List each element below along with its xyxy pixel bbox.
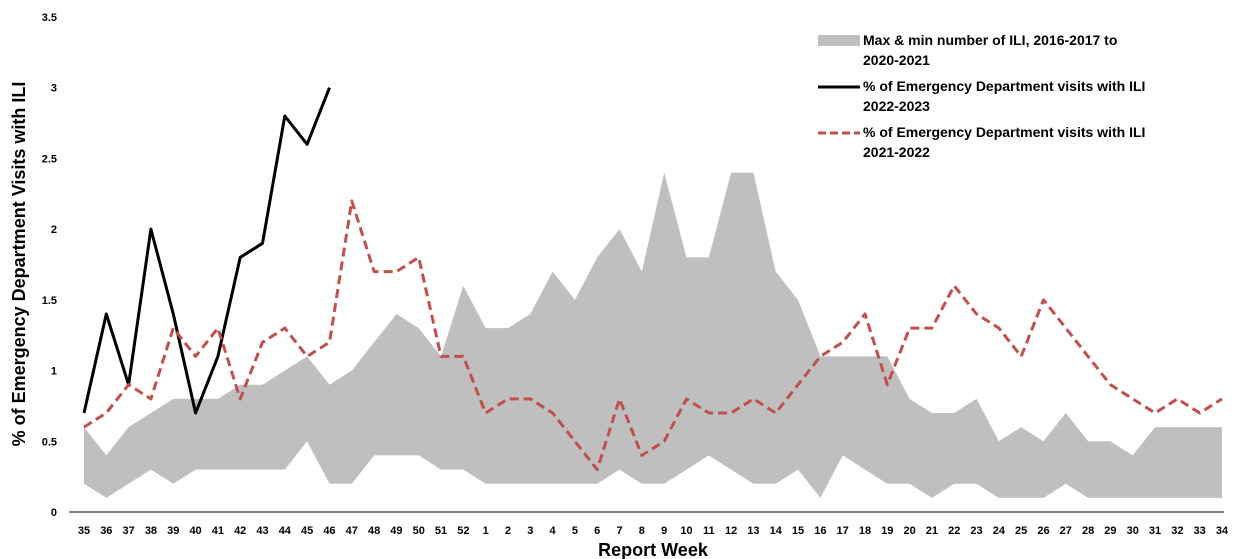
x-tick-label: 13 xyxy=(747,525,759,537)
x-tick-label: 39 xyxy=(167,525,179,537)
x-tick-label: 23 xyxy=(970,525,982,537)
x-tick-label: 49 xyxy=(390,525,402,537)
x-tick-label: 4 xyxy=(550,525,557,537)
x-tick-label: 40 xyxy=(189,525,201,537)
series-line-2 xyxy=(83,199,1223,472)
legend-swatch-band xyxy=(818,35,860,46)
y-tick-label: 1.5 xyxy=(42,295,57,307)
x-tick-label: 52 xyxy=(457,525,469,537)
x-tick-label: 44 xyxy=(279,525,292,537)
x-tick-label: 31 xyxy=(1149,525,1161,537)
legend-label: Max & min number of ILI, 2016-2017 to xyxy=(863,32,1117,48)
x-tick-label: 25 xyxy=(1015,525,1027,537)
x-tick-label: 2 xyxy=(505,525,511,537)
y-tick-label: 0 xyxy=(51,507,57,519)
x-tick-label: 24 xyxy=(993,525,1006,537)
y-tick-label: 3 xyxy=(51,83,57,95)
x-tick-label: 43 xyxy=(256,525,268,537)
y-tick-label: 1 xyxy=(51,366,57,378)
x-tick-label: 10 xyxy=(680,525,692,537)
x-tick-label: 28 xyxy=(1082,525,1094,537)
x-tick-label: 5 xyxy=(572,525,578,537)
x-tick-label: 6 xyxy=(594,525,600,537)
x-tick-label: 3 xyxy=(527,525,533,537)
x-tick-label: 48 xyxy=(368,525,380,537)
x-tick-label: 7 xyxy=(616,525,622,537)
x-tick-label: 19 xyxy=(881,525,893,537)
x-tick-label: 37 xyxy=(123,525,135,537)
x-tick-label: 26 xyxy=(1037,525,1049,537)
y-tick-label: 2.5 xyxy=(42,153,57,165)
x-tick-label: 18 xyxy=(859,525,871,537)
x-tick-label: 41 xyxy=(212,525,224,537)
x-tick-label: 11 xyxy=(703,525,715,537)
x-tick-label: 42 xyxy=(234,525,246,537)
series-line-1 xyxy=(82,87,331,415)
x-tick-label: 33 xyxy=(1194,525,1206,537)
x-tick-label: 47 xyxy=(346,525,358,537)
x-tick-label: 14 xyxy=(770,525,783,537)
x-tick-label: 22 xyxy=(948,525,960,537)
x-axis-title: Report Week xyxy=(598,540,709,559)
x-tick-label: 12 xyxy=(725,525,737,537)
x-tick-label: 15 xyxy=(792,525,804,537)
legend-label: % of Emergency Department visits with IL… xyxy=(863,124,1145,140)
legend-label: % of Emergency Department visits with IL… xyxy=(863,78,1145,94)
x-tick-label: 1 xyxy=(483,525,489,537)
x-tick-label: 9 xyxy=(661,525,667,537)
x-tick-label: 50 xyxy=(413,525,425,537)
x-tick-label: 51 xyxy=(435,525,447,537)
x-tick-label: 46 xyxy=(323,525,335,537)
x-tick-label: 30 xyxy=(1127,525,1139,537)
x-tick-label: 45 xyxy=(301,525,313,537)
ili-range-band xyxy=(84,172,1222,498)
legend: Max & min number of ILI, 2016-2017 to 202… xyxy=(818,32,1145,160)
x-tick-label: 16 xyxy=(814,525,826,537)
x-tick-label: 38 xyxy=(145,525,157,537)
x-tick-label: 35 xyxy=(78,525,90,537)
x-tick-label: 8 xyxy=(639,525,645,537)
x-tick-label: 21 xyxy=(926,525,938,537)
y-axis-title: % of Emergency Department Visits with IL… xyxy=(9,82,29,447)
y-tick-label: 3.5 xyxy=(42,12,57,24)
x-tick-label: 32 xyxy=(1171,525,1183,537)
x-tick-label: 17 xyxy=(837,525,849,537)
legend-label: 2021-2022 xyxy=(863,144,930,160)
legend-label: 2022-2023 xyxy=(863,98,930,114)
x-tick-label: 29 xyxy=(1104,525,1116,537)
y-tick-label: 2 xyxy=(51,224,57,236)
x-tick-label: 20 xyxy=(903,525,915,537)
legend-label: 2020-2021 xyxy=(863,52,930,68)
y-tick-label: 0.5 xyxy=(42,436,57,448)
x-tick-label: 27 xyxy=(1060,525,1072,537)
x-tick-label: 34 xyxy=(1216,525,1229,537)
x-tick-label: 36 xyxy=(100,525,112,537)
